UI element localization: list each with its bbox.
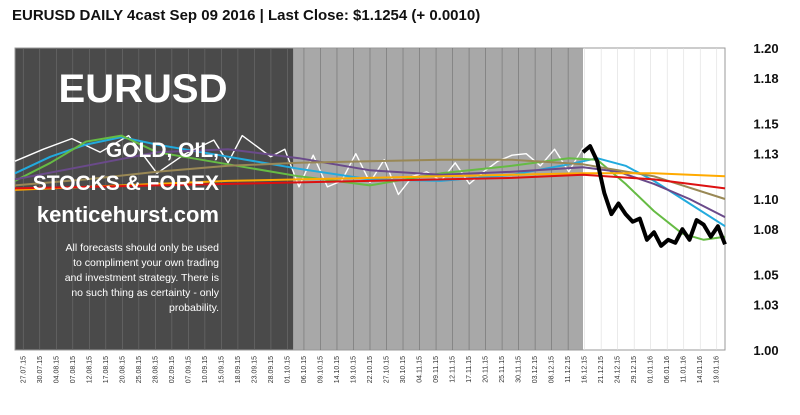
series-line: [14, 148, 726, 218]
x-tick-label: 22.10.15: [367, 356, 374, 383]
x-tick-label: 03.12.15: [532, 356, 539, 383]
grid-lines: [22, 48, 718, 350]
x-tick-label: 11.01.16: [681, 356, 688, 383]
x-tick-label: 25.11.15: [499, 356, 506, 383]
series-line: [14, 134, 726, 241]
x-tick-label: 01.10.15: [284, 356, 291, 383]
x-tick-label: 01.01.16: [648, 356, 655, 383]
x-tick-label: 02.09.15: [169, 356, 176, 383]
x-tick-label: 29.12.15: [631, 356, 638, 383]
y-tick-label: 1.13: [753, 147, 778, 162]
brand-ticker: EURUSD: [59, 67, 228, 111]
x-tick-label: 18.09.15: [235, 356, 242, 383]
x-tick-label: 12.08.15: [86, 356, 93, 383]
chart-title: EURUSD DAILY 4cast Sep 09 2016 | Last Cl…: [12, 7, 480, 24]
brand-line-1: GOLD, OIL,: [106, 139, 219, 162]
x-tick-label: 08.12.15: [549, 356, 556, 383]
x-axis-ticks: 27.07.15 30.07.15 04.08.15 07.08.15 12.08.15…: [20, 356, 720, 383]
x-tick-label: 20.11.15: [483, 356, 490, 383]
x-tick-label: 12.11.15: [450, 356, 457, 383]
y-tick-label: 1.20: [753, 41, 778, 56]
x-tick-label: 30.11.15: [516, 356, 523, 383]
y-tick-label: 1.18: [753, 71, 778, 86]
x-tick-label: 25.08.15: [136, 356, 143, 383]
x-tick-label: 19.01.16: [714, 356, 721, 383]
x-tick-label: 10.09.15: [202, 356, 209, 383]
x-tick-label: 19.10.15: [350, 356, 357, 383]
x-tick-label: 24.12.15: [615, 356, 622, 383]
y-tick-label: 1.15: [753, 117, 778, 132]
y-tick-label: 1.05: [753, 268, 778, 283]
x-tick-label: 09.10.15: [317, 356, 324, 383]
y-tick-label: 1.10: [753, 192, 778, 207]
x-tick-label: 04.08.15: [53, 356, 60, 383]
x-tick-label: 04.11.15: [417, 356, 424, 383]
series-line: [14, 158, 726, 200]
x-tick-label: 17.11.15: [466, 356, 473, 383]
x-tick-label: 20.08.15: [119, 356, 126, 383]
branding-block: EURUSD GOLD, OIL, STOCKS & FOREX kentice…: [33, 67, 228, 314]
series-line: [14, 173, 726, 190]
y-tick-label: 1.03: [753, 298, 778, 313]
x-tick-label: 28.09.15: [268, 356, 275, 383]
x-tick-label: 30.07.15: [37, 356, 44, 383]
disclaimer-line: to compliment your own trading: [73, 257, 219, 269]
x-tick-label: 30.10.15: [400, 356, 407, 383]
x-tick-label: 07.09.15: [185, 356, 192, 383]
y-tick-label: 1.00: [753, 343, 778, 358]
x-tick-label: 07.08.15: [70, 356, 77, 383]
disclaimer-line: All forecasts should only be used: [65, 242, 219, 254]
disclaimer-line: probability.: [169, 302, 219, 314]
series-lines: [14, 134, 727, 248]
x-tick-label: 17.08.15: [103, 356, 110, 383]
x-tick-label: 14.01.16: [697, 356, 704, 383]
x-tick-label: 21.12.15: [598, 356, 605, 383]
x-tick-label: 15.09.15: [218, 356, 225, 383]
x-tick-label: 06.10.15: [301, 356, 308, 383]
x-tick-label: 11.12.15: [565, 356, 572, 383]
history-region-dark: [15, 48, 294, 350]
history-region-light: [293, 48, 583, 350]
forecast-line: [581, 144, 727, 248]
x-tick-label: 06.01.16: [664, 356, 671, 383]
x-tick-label: 16.12.15: [582, 356, 589, 383]
x-tick-label: 14.10.15: [334, 356, 341, 383]
brand-line-2: STOCKS & FOREX: [33, 172, 219, 195]
x-tick-label: 27.07.15: [20, 356, 27, 383]
y-axis-ticks: 1.20 1.18 1.15 1.13 1.10 1.08 1.05 1.03 1.00: [753, 41, 778, 358]
disclaimer-line: no such thing as certainty - only: [71, 287, 219, 299]
x-tick-label: 23.09.15: [251, 356, 258, 383]
brand-url: kenticehurst.com: [37, 202, 219, 227]
disclaimer-line: and investment strategy. There is: [65, 272, 219, 284]
x-tick-label: 28.08.15: [152, 356, 159, 383]
y-tick-label: 1.08: [753, 222, 778, 237]
x-tick-label: 27.10.15: [384, 356, 391, 383]
x-tick-label: 09.11.15: [433, 356, 440, 383]
